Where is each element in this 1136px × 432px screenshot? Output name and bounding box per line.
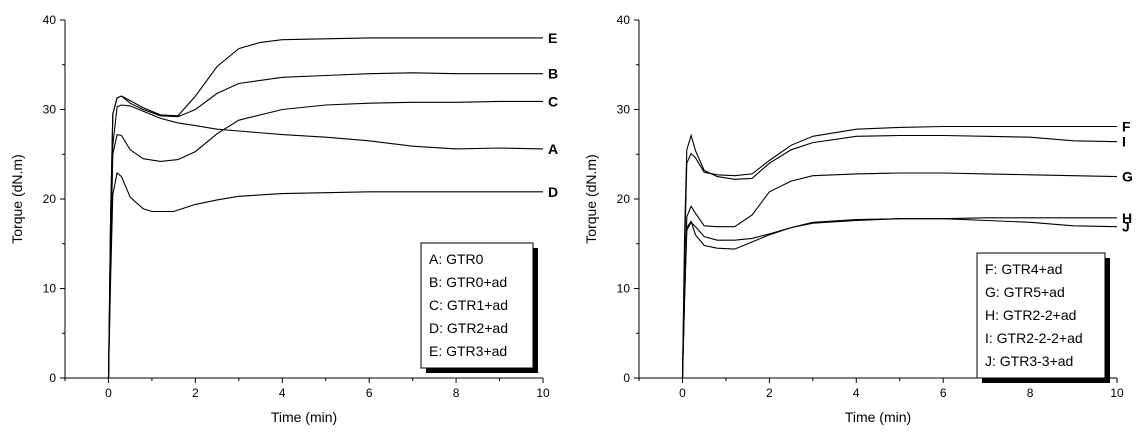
legend-box (420, 242, 534, 369)
legend-entry: C: GTR1+ad (429, 297, 508, 313)
series-line-A (107, 104, 544, 379)
legend-entry: E: GTR3+ad (429, 343, 507, 359)
legend-entry: F: GTR4+ad (985, 261, 1062, 277)
legend-box (976, 252, 1106, 379)
chart-right: 0 2 4 6 8 10 0 10 20 30 40 Time (min) Torque (dN.m) F… (583, 13, 1133, 425)
legend-entry: B: GTR0+ad (429, 274, 507, 290)
series-end-label-F: F (1122, 119, 1131, 135)
y-axis-title: Torque (dN.m) (583, 154, 599, 243)
series-line-J (681, 218, 1118, 379)
x-tick-label: 0 (105, 386, 112, 400)
series-line-G (681, 172, 1118, 379)
series-end-label-D: D (548, 184, 558, 200)
y-tick-label: 40 (617, 13, 631, 27)
x-tick-label: 2 (766, 386, 773, 400)
series-end-label-I: I (1122, 134, 1126, 150)
y-tick-label: 30 (617, 103, 631, 117)
x-axis-title: Time (min) (271, 409, 337, 425)
series-line-C (107, 100, 543, 379)
chart-left: 0 2 4 6 8 10 0 10 20 30 40 Time (min) Torque (dN.m) A… (9, 13, 558, 425)
legend-entry: J: GTR3-3+ad (985, 353, 1073, 369)
legend-entry: G: GTR5+ad (985, 284, 1065, 300)
legend-entry: D: GTR2+ad (429, 320, 508, 336)
x-tick-label: 10 (1110, 386, 1124, 400)
y-tick-label: 40 (43, 13, 57, 27)
series-line-D (107, 171, 543, 379)
series-end-label-E: E (548, 30, 557, 46)
legend-entry: A: GTR0 (429, 251, 484, 267)
series-end-label-B: B (548, 66, 558, 82)
x-tick-label: 10 (536, 386, 550, 400)
y-axis-title: Torque (dN.m) (9, 154, 25, 243)
y-tick-label: 10 (43, 282, 57, 296)
series-end-label-A: A (548, 141, 558, 157)
x-tick-label: 8 (453, 386, 460, 400)
y-tick-label: 10 (617, 282, 631, 296)
x-tick-label: 4 (279, 386, 286, 400)
y-tick-label: 20 (617, 192, 631, 206)
x-axis-title: Time (min) (845, 409, 911, 425)
x-tick-label: 0 (679, 386, 686, 400)
series-end-label-G: G (1122, 169, 1133, 185)
series-line-E (107, 37, 543, 379)
series-end-label-H: H (1122, 210, 1132, 226)
y-tick-label: 0 (623, 371, 630, 385)
legend-entry: I: GTR2-2-2+ad (985, 330, 1083, 346)
x-tick-label: 2 (192, 386, 199, 400)
series-line-I (681, 133, 1118, 379)
x-tick-label: 4 (853, 386, 860, 400)
x-tick-label: 6 (940, 386, 947, 400)
y-tick-label: 20 (43, 192, 57, 206)
y-tick-label: 30 (43, 103, 57, 117)
series-line-F (681, 125, 1117, 379)
x-tick-label: 8 (1027, 386, 1034, 400)
legend-entry: H: GTR2-2+ad (985, 307, 1076, 323)
x-tick-label: 6 (366, 386, 373, 400)
y-tick-label: 0 (49, 371, 56, 385)
series-end-label-J: J (1122, 219, 1130, 235)
series-end-label-C: C (548, 93, 558, 109)
